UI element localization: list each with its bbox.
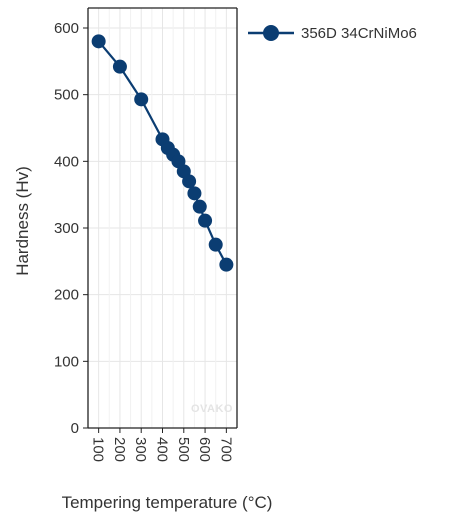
data-point xyxy=(198,213,213,228)
watermark-group: OVAKO xyxy=(191,403,233,415)
series-group xyxy=(91,34,234,272)
data-point xyxy=(112,59,127,74)
data-point xyxy=(134,92,149,107)
data-point xyxy=(192,199,207,214)
y-tick-label: 600 xyxy=(54,20,79,37)
data-point xyxy=(208,237,223,252)
y-tick-label: 300 xyxy=(54,220,79,237)
y-tick-label: 500 xyxy=(54,87,79,104)
y-tick-label: 100 xyxy=(54,353,79,370)
x-tick-label: 600 xyxy=(196,437,213,462)
x-tick-label: 300 xyxy=(132,437,149,462)
x-axis-label: Tempering temperature (°C) xyxy=(62,493,273,512)
x-tick-label: 400 xyxy=(154,437,171,462)
legend-label: 356D 34CrNiMo6 xyxy=(301,25,417,42)
x-tick-label: 500 xyxy=(175,437,192,462)
grid xyxy=(88,8,237,428)
legend: 356D 34CrNiMo6 xyxy=(248,25,417,42)
x-tick-label: 200 xyxy=(111,437,128,462)
data-point xyxy=(182,174,197,189)
y-tick-label: 200 xyxy=(54,287,79,304)
y-axis-label: Hardness (Hv) xyxy=(13,166,32,276)
watermark-text: OVAKO xyxy=(191,403,233,415)
y-tick-label: 0 xyxy=(71,420,79,437)
x-tick-label: 100 xyxy=(90,437,107,462)
y-tick-label: 400 xyxy=(54,153,79,170)
data-point xyxy=(187,186,202,201)
data-point xyxy=(219,257,234,272)
x-tick-label: 700 xyxy=(217,437,234,462)
data-point xyxy=(91,34,106,49)
legend-marker xyxy=(263,25,279,41)
